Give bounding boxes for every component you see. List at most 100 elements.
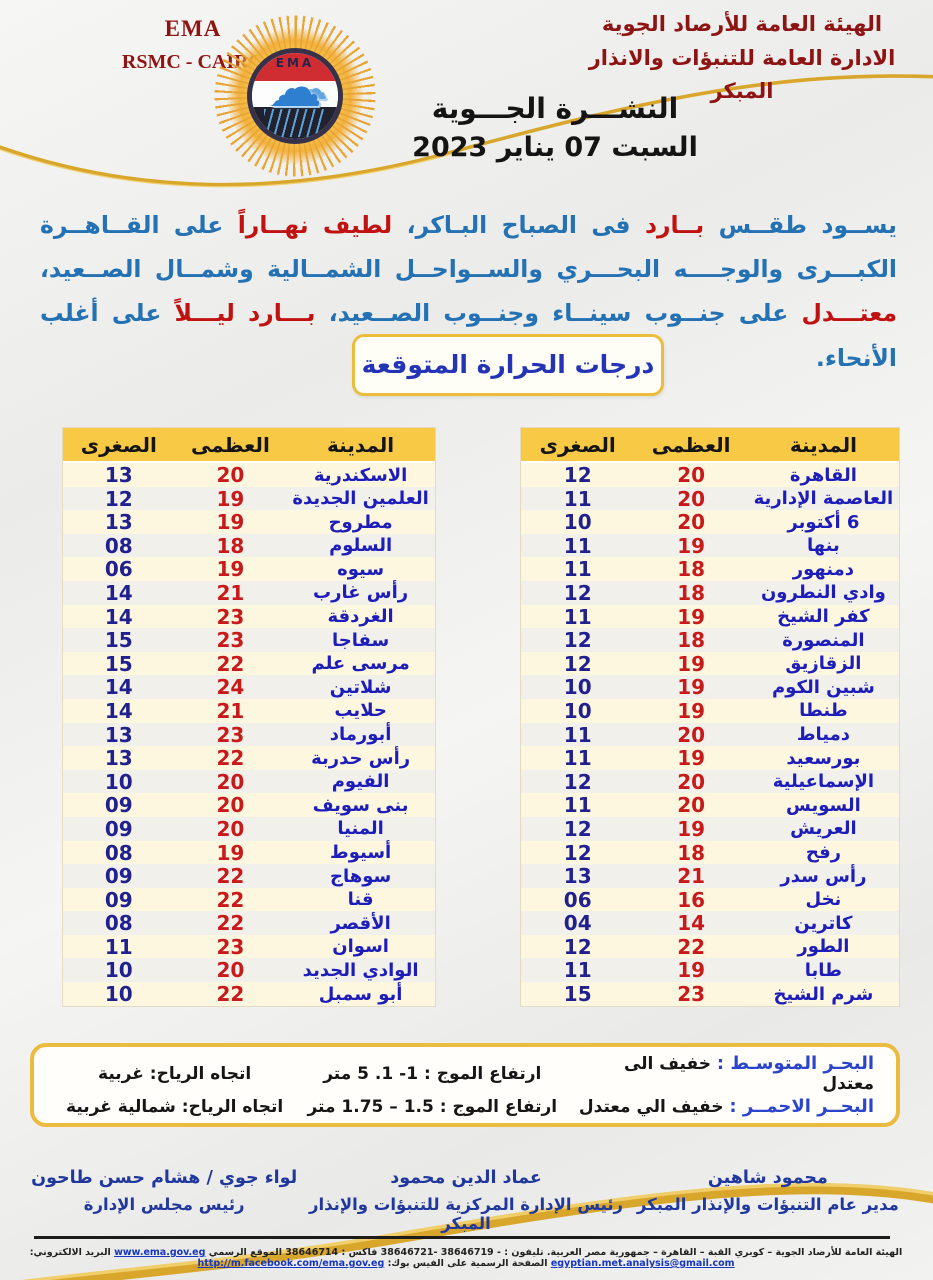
max-cell: 19 <box>677 604 706 629</box>
table-row: الزقازيق 19 12 <box>521 651 899 676</box>
city-cell: السويس <box>786 794 861 816</box>
table-row: الإسماعيلية 20 12 <box>521 769 899 794</box>
table-row: حلايب 21 14 <box>63 698 435 723</box>
city-cell: رأس حدربة <box>311 747 411 769</box>
table-row: العريش 19 12 <box>521 816 899 841</box>
max-cell: 18 <box>677 557 706 582</box>
wave-height: ارتفاع الموج : 1.5 – 1.75 متر <box>307 1096 558 1117</box>
max-cell: 20 <box>677 793 706 818</box>
contact-text: الصفحة الرسمية على الفيس بوك: <box>384 1258 551 1269</box>
table-row: السويس 20 11 <box>521 793 899 817</box>
min-cell: 08 <box>104 911 133 936</box>
city-cell: الأقصر <box>330 912 391 934</box>
contact-link[interactable]: http://m.facebook.com/ema.gov.eg <box>197 1258 385 1269</box>
max-cell: 18 <box>677 840 706 865</box>
min-cell: 15 <box>104 628 133 653</box>
temperatures-section-title: درجات الحرارة المتوقعة <box>352 334 664 396</box>
min-cell: 08 <box>104 840 133 865</box>
column-header-max: العظمى <box>191 432 270 457</box>
min-cell: 14 <box>104 604 133 629</box>
table-header: المدينة العظمى الصغرى <box>521 428 899 463</box>
temperature-table-west-upper-egypt: المدينة العظمى الصغرى الاسكندرية 20 13 العل… <box>62 427 436 1007</box>
table-row: العلمين الجديدة 19 12 <box>63 486 435 511</box>
max-cell: 22 <box>216 911 245 936</box>
max-cell: 18 <box>216 533 245 558</box>
min-cell: 10 <box>104 982 133 1007</box>
min-cell: 10 <box>563 675 592 700</box>
max-cell: 20 <box>216 769 245 794</box>
max-cell: 19 <box>216 510 245 535</box>
forecast-segment: على جنــوب سينــاء وجنــوب الصــعيد، <box>315 299 802 328</box>
signatory-name: عماد الدين محمود <box>390 1168 542 1188</box>
sea-state: البحــر الاحمــر : خفيف الي معتدل <box>571 1096 874 1117</box>
forecast-segment: لطيف نهــاراً <box>237 211 393 239</box>
table-row: دمنهور 18 11 <box>521 557 899 581</box>
logo-emblem: EMA ☁ ☁ <box>247 48 343 144</box>
max-cell: 23 <box>216 628 245 653</box>
min-cell: 15 <box>563 982 592 1007</box>
column-header-city: المدينة <box>327 432 395 457</box>
min-cell: 11 <box>563 722 592 747</box>
min-cell: 12 <box>563 816 592 841</box>
max-cell: 19 <box>677 651 706 676</box>
min-cell: 13 <box>563 864 592 889</box>
min-cell: 12 <box>563 651 592 676</box>
max-cell: 19 <box>677 675 706 700</box>
agency-abbr: EMA <box>164 16 222 41</box>
bulletin-date: السبت 07 يناير 2023 <box>412 132 698 163</box>
min-cell: 13 <box>104 722 133 747</box>
max-cell: 21 <box>216 698 245 723</box>
contact-text: البريد الالكتروني: <box>29 1247 115 1258</box>
city-cell: أبورماد <box>329 724 392 746</box>
temperature-table-cairo-delta-sinai: المدينة العظمى الصغرى القاهرة 20 12 العاصمة… <box>520 427 900 1007</box>
max-cell: 19 <box>677 533 706 558</box>
city-cell: العاصمة الإدارية <box>753 488 894 510</box>
forecast-segment: بــارد <box>644 211 705 239</box>
table-row: مرسى علم 22 15 <box>63 651 435 676</box>
forecast-segment: معتـــدل <box>801 299 897 328</box>
sea-state-value: خفيف الي معتدل <box>578 1097 724 1117</box>
city-cell: أبو سمبل <box>318 983 403 1005</box>
min-cell: 13 <box>104 463 133 487</box>
city-cell: طنطا <box>799 700 848 722</box>
contact-link[interactable]: egyptian.met.analysis@gmail.com <box>550 1258 735 1269</box>
city-cell: مرسى علم <box>311 653 410 675</box>
min-cell: 12 <box>104 486 133 511</box>
contact-link[interactable]: www.ema.gov.eg <box>114 1247 206 1258</box>
table-row: رأس غارب 21 14 <box>63 580 435 605</box>
max-cell: 20 <box>216 816 245 841</box>
min-cell: 11 <box>563 533 592 558</box>
min-cell: 11 <box>563 486 592 511</box>
signature-board-chairman: لواء جوي / هشام حسن طاحون رئيس مجلس الإد… <box>30 1168 298 1233</box>
city-cell: طابا <box>804 959 843 981</box>
max-cell: 20 <box>677 463 706 487</box>
contact-info-line: الهيئة العامة للأرصاد الجوية – كوبري الق… <box>28 1247 904 1269</box>
table-row: العاصمة الإدارية 20 11 <box>521 486 899 511</box>
contact-text: الهيئة العامة للأرصاد الجوية – كوبري الق… <box>205 1247 903 1258</box>
city-cell: الزقازيق <box>785 653 862 675</box>
min-cell: 12 <box>563 769 592 794</box>
table-row: المنصورة 18 12 <box>521 628 899 652</box>
city-cell: رفح <box>805 842 841 863</box>
table-row: قنا 22 09 <box>63 887 435 912</box>
max-cell: 20 <box>677 722 706 747</box>
city-cell: مطروح <box>328 511 393 533</box>
max-cell: 19 <box>216 840 245 865</box>
table-row: كفر الشيخ 19 11 <box>521 604 899 629</box>
city-cell: دمياط <box>796 724 850 746</box>
min-cell: 12 <box>563 580 592 605</box>
max-cell: 23 <box>677 982 706 1007</box>
table-row: سفاجا 23 15 <box>63 628 435 652</box>
column-header-min: الصغرى <box>539 432 616 457</box>
min-cell: 06 <box>563 887 592 912</box>
city-cell: 6 أكتوبر <box>787 511 860 533</box>
city-cell: الغردقة <box>327 606 394 628</box>
max-cell: 20 <box>216 793 245 818</box>
min-cell: 09 <box>104 793 133 818</box>
table-row: كاترين 14 04 <box>521 911 899 935</box>
table-row: بنى سويف 20 09 <box>63 793 435 817</box>
city-cell: كفر الشيخ <box>777 606 870 628</box>
min-cell: 11 <box>563 604 592 629</box>
table-row: 6 أكتوبر 20 10 <box>521 510 899 534</box>
